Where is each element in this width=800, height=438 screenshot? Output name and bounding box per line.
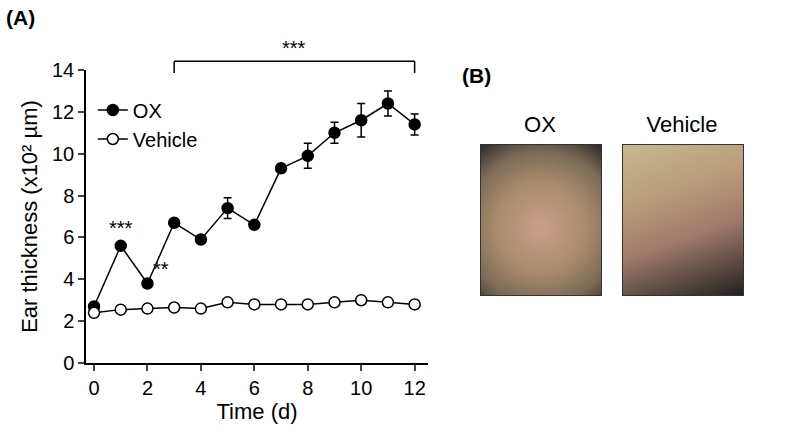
html-text:(A): (A)	[6, 6, 36, 29]
svg-text:OX: OX	[133, 100, 162, 122]
svg-text:Vehicle: Vehicle	[133, 129, 198, 151]
svg-text:0: 0	[63, 352, 74, 374]
html-text:(B): (B)	[462, 64, 492, 87]
svg-text:0: 0	[88, 377, 99, 399]
svg-text:2: 2	[142, 377, 153, 399]
svg-text:6: 6	[63, 226, 74, 248]
svg-text:4: 4	[63, 268, 74, 290]
html-text:Vehicle: Vehicle	[646, 112, 718, 137]
svg-text:12: 12	[52, 101, 74, 123]
svg-text:10: 10	[52, 143, 74, 165]
svg-text:12: 12	[404, 377, 426, 399]
svg-text:Ear thickness (x10² µm): Ear thickness (x10² µm)	[17, 100, 42, 333]
svg-text:8: 8	[63, 185, 74, 207]
svg-text:4: 4	[195, 377, 206, 399]
svg-text:10: 10	[350, 377, 372, 399]
html-text:OX: OX	[524, 112, 556, 137]
svg-text:***: ***	[282, 37, 306, 59]
svg-text:2: 2	[63, 310, 74, 332]
svg-text:**: **	[153, 258, 169, 280]
svg-text:14: 14	[52, 59, 74, 81]
svg-text:***: ***	[109, 217, 133, 239]
svg-text:8: 8	[302, 377, 313, 399]
svg-text:Time (d): Time (d)	[216, 399, 297, 424]
svg-text:6: 6	[249, 377, 260, 399]
